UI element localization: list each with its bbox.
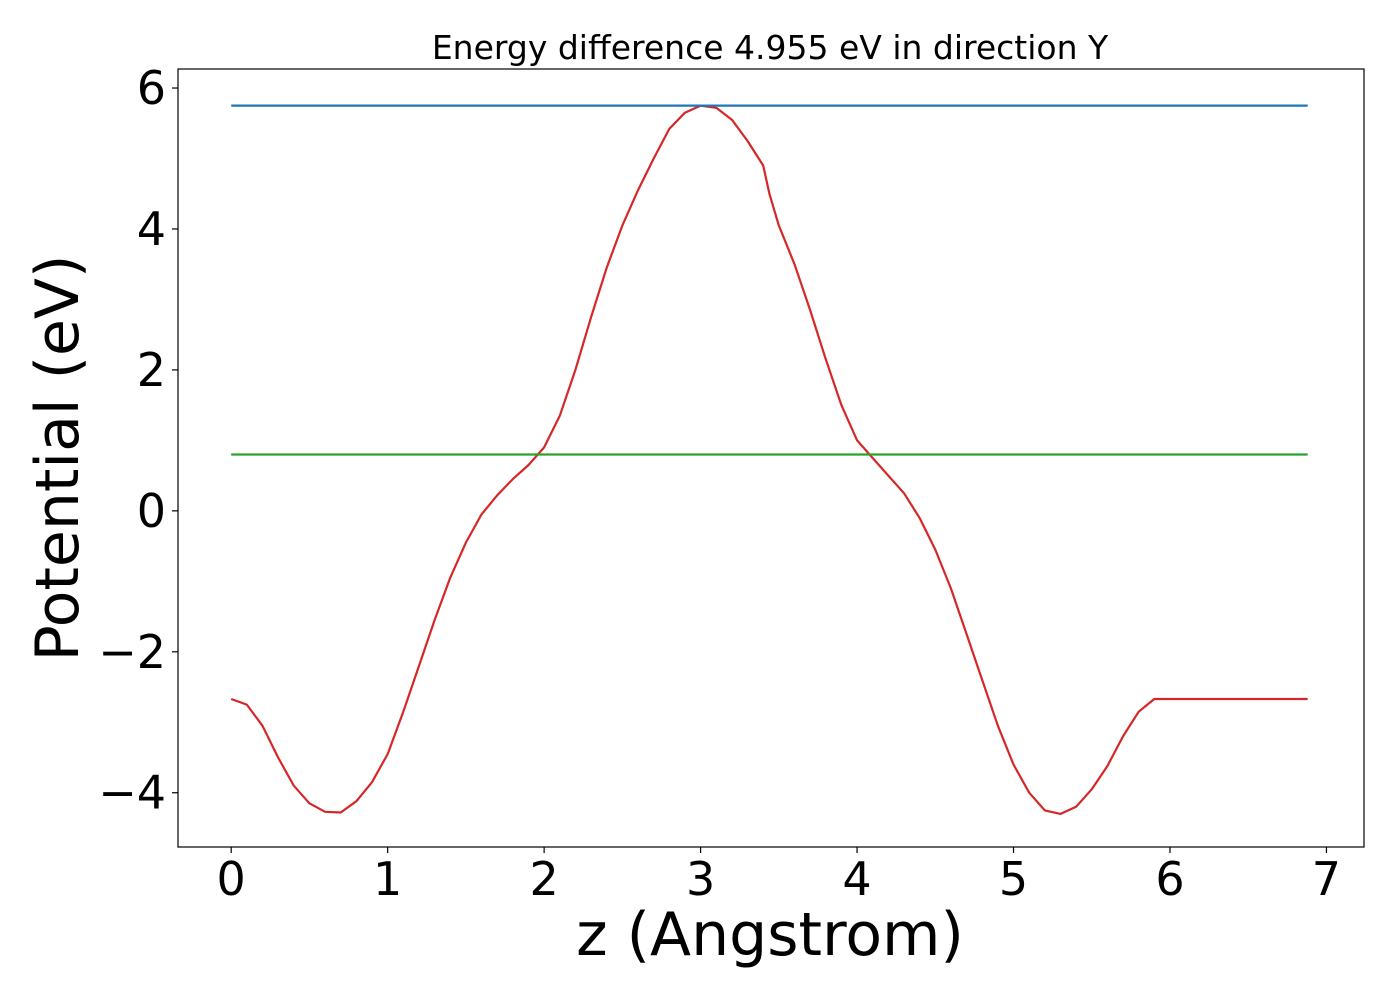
x-axis-label: z (Angstrom) bbox=[576, 900, 964, 970]
x-tick-label: 5 bbox=[999, 852, 1028, 906]
plot-area bbox=[230, 104, 1308, 816]
y-axis: −4 −2 0 2 4 6 bbox=[98, 61, 178, 820]
x-tick-label: 7 bbox=[1312, 852, 1341, 906]
y-tick-label: 6 bbox=[137, 61, 166, 115]
y-tick-label: −4 bbox=[98, 766, 166, 820]
x-tick-label: 2 bbox=[529, 852, 558, 906]
x-tick-label: 6 bbox=[1155, 852, 1184, 906]
series-line-0 bbox=[230, 104, 1308, 816]
y-tick-label: 4 bbox=[137, 202, 166, 256]
x-tick-label: 4 bbox=[842, 852, 871, 906]
chart-title: Energy difference 4.955 eV in direction … bbox=[432, 28, 1109, 67]
y-tick-label: −2 bbox=[98, 625, 166, 679]
y-tick-label: 0 bbox=[137, 484, 166, 538]
x-tick-label: 3 bbox=[686, 852, 715, 906]
x-axis: 0 1 2 3 4 5 6 7 bbox=[217, 847, 1341, 906]
x-tick-label: 1 bbox=[373, 852, 402, 906]
y-axis-label: Potential (eV) bbox=[23, 255, 93, 662]
x-tick-label: 0 bbox=[217, 852, 246, 906]
y-tick-label: 2 bbox=[137, 343, 166, 397]
plot-frame bbox=[177, 68, 1365, 848]
